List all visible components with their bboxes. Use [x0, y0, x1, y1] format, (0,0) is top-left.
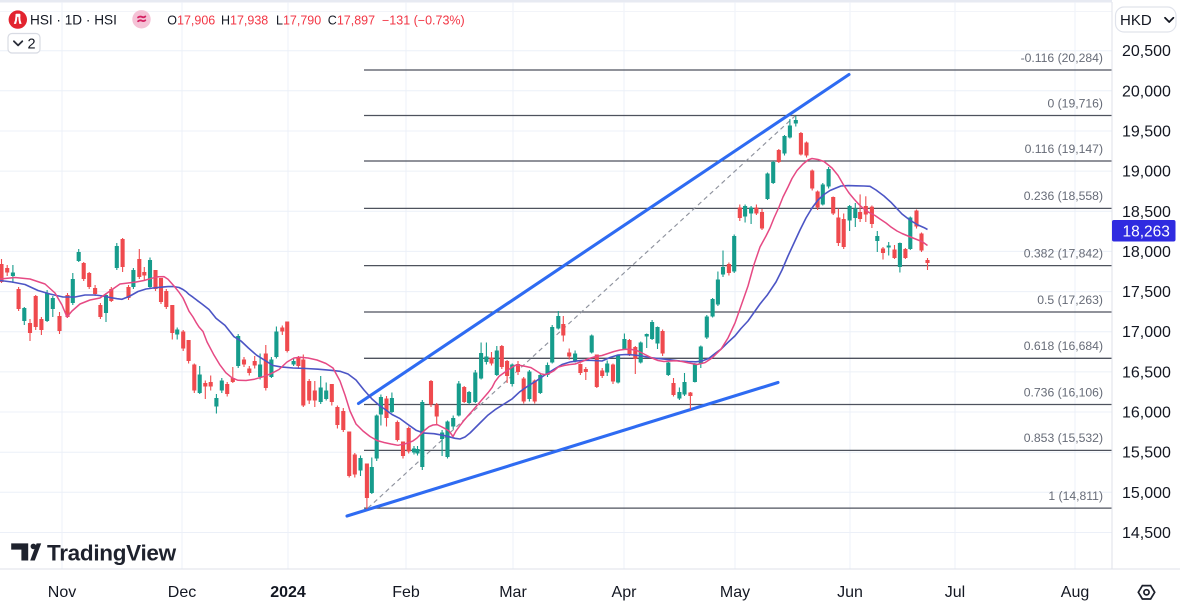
svg-text:0.736 (16,106): 0.736 (16,106)	[1024, 385, 1103, 399]
svg-text:15,500: 15,500	[1122, 445, 1171, 462]
svg-text:20,500: 20,500	[1122, 43, 1171, 60]
svg-text:C17,897: C17,897	[328, 13, 375, 27]
svg-text:1 (14,811): 1 (14,811)	[1048, 489, 1103, 503]
svg-text:19,000: 19,000	[1122, 164, 1171, 181]
svg-text:HSI · 1D · HSI: HSI · 1D · HSI	[30, 13, 117, 28]
svg-text:Feb: Feb	[392, 584, 420, 601]
svg-text:18,000: 18,000	[1122, 244, 1171, 261]
svg-text:2024: 2024	[270, 584, 306, 601]
svg-text:0 (19,716): 0 (19,716)	[1047, 96, 1103, 110]
svg-text:May: May	[720, 584, 750, 601]
svg-text:-0.116 (20,284): -0.116 (20,284)	[1021, 51, 1103, 65]
svg-text:0.618 (16,684): 0.618 (16,684)	[1024, 339, 1103, 353]
svg-text:18,500: 18,500	[1122, 204, 1171, 221]
svg-text:0.382 (17,842): 0.382 (17,842)	[1024, 246, 1103, 260]
svg-text:16,000: 16,000	[1122, 405, 1171, 422]
svg-text:TradingView: TradingView	[47, 541, 177, 566]
svg-text:Dec: Dec	[168, 584, 196, 601]
svg-text:Jul: Jul	[945, 584, 965, 601]
svg-text:17,000: 17,000	[1122, 324, 1171, 341]
svg-text:H17,938: H17,938	[221, 13, 268, 27]
svg-text:0.236 (18,558): 0.236 (18,558)	[1024, 189, 1103, 203]
svg-text:Jun: Jun	[837, 584, 863, 601]
svg-text:L17,790: L17,790	[276, 13, 321, 27]
svg-text:0.116 (19,147): 0.116 (19,147)	[1025, 142, 1103, 156]
svg-text:Apr: Apr	[612, 584, 638, 601]
svg-text:−131 (−0.73%): −131 (−0.73%)	[382, 13, 465, 27]
svg-text:Nov: Nov	[48, 584, 76, 601]
svg-text:18,263: 18,263	[1123, 224, 1170, 241]
svg-text:20,000: 20,000	[1122, 83, 1171, 100]
svg-text:16,500: 16,500	[1122, 364, 1171, 381]
svg-text:17,500: 17,500	[1122, 284, 1171, 301]
svg-text:0.5 (17,263): 0.5 (17,263)	[1037, 293, 1103, 307]
svg-text:2: 2	[28, 37, 36, 53]
svg-text:Mar: Mar	[499, 584, 527, 601]
svg-text:15,000: 15,000	[1122, 485, 1171, 502]
svg-text:Aug: Aug	[1061, 584, 1089, 601]
svg-text:14,500: 14,500	[1122, 525, 1171, 542]
svg-text:0.853 (15,532): 0.853 (15,532)	[1024, 431, 1103, 445]
svg-text:19,500: 19,500	[1122, 124, 1171, 141]
svg-text:HKD: HKD	[1120, 12, 1152, 29]
svg-text:O17,906: O17,906	[167, 13, 215, 27]
